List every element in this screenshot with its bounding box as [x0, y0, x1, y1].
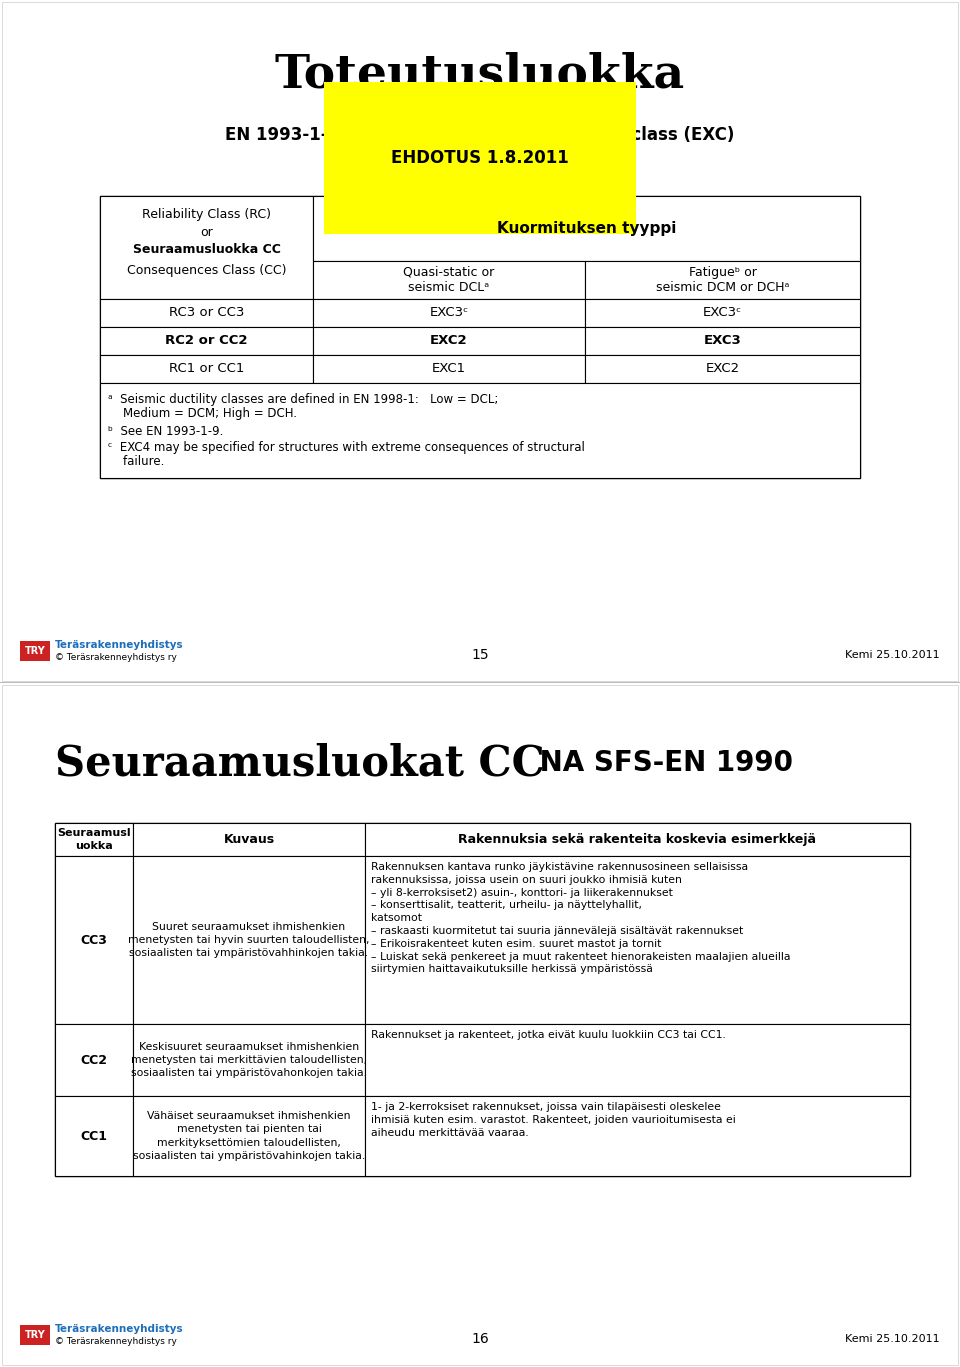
Text: Consequences Class (CC): Consequences Class (CC) [127, 264, 286, 276]
Text: Keskisuuret seuraamukset ihmishenkien
menetysten tai merkittävien taloudellisten: Keskisuuret seuraamukset ihmishenkien me… [131, 1042, 367, 1079]
Text: Rakennuksen kantava runko jäykistävine rakennusosineen sellaisissa
rakennuksissa: Rakennuksen kantava runko jäykistävine r… [371, 863, 790, 975]
Text: EXC3: EXC3 [704, 335, 741, 347]
Bar [365, 823, 910, 856]
Bar [133, 856, 365, 1024]
Text: Kuormituksen tyyppi: Kuormituksen tyyppi [497, 221, 676, 236]
Text: Quasi-static or: Quasi-static or [403, 267, 494, 279]
Text: Rakennuksia sekä rakenteita koskevia esimerkkejä: Rakennuksia sekä rakenteita koskevia esi… [459, 833, 817, 846]
Text: RC3 or CC3: RC3 or CC3 [169, 306, 244, 320]
Text: ᶜ  EXC4 may be specified for structures with extreme consequences of structural: ᶜ EXC4 may be specified for structures w… [108, 442, 585, 454]
Bar [365, 856, 910, 1024]
Bar [313, 355, 585, 383]
Text: RC2 or CC2: RC2 or CC2 [165, 335, 248, 347]
Text: EXC3ᶜ: EXC3ᶜ [703, 306, 742, 320]
Bar [585, 327, 860, 355]
Text: Kemi 25.10.2011: Kemi 25.10.2011 [846, 1334, 940, 1344]
Text: EXC3ᶜ: EXC3ᶜ [429, 306, 468, 320]
Bar [20, 1325, 50, 1345]
Bar [365, 1096, 910, 1176]
Text: NA SFS-EN 1990: NA SFS-EN 1990 [530, 749, 793, 776]
Text: Seuraamusluokat CC: Seuraamusluokat CC [55, 742, 544, 785]
Bar [100, 383, 860, 478]
Bar [313, 195, 860, 261]
Text: seismic DCM or DCHᵃ: seismic DCM or DCHᵃ [656, 282, 789, 294]
Bar [585, 299, 860, 327]
Text: CC3: CC3 [81, 934, 108, 946]
Bar [100, 355, 313, 383]
Bar [133, 1096, 365, 1176]
Text: ᵇ  See EN 1993-1-9.: ᵇ See EN 1993-1-9. [108, 425, 224, 437]
Bar [133, 1024, 365, 1096]
Text: EN 1993-1-1 Table X.1: Required execution class (EXC): EN 1993-1-1 Table X.1: Required executio… [226, 126, 734, 144]
Text: CC1: CC1 [81, 1129, 108, 1143]
Text: © Teräsrakenneyhdistys ry: © Teräsrakenneyhdistys ry [55, 1337, 177, 1345]
Bar [365, 1024, 910, 1096]
Bar [100, 195, 313, 299]
Bar [20, 641, 50, 662]
Text: TRY: TRY [25, 1330, 45, 1340]
Text: 1- ja 2-kerroksiset rakennukset, joissa vain tilapäisesti oleskelee
ihmisiä kute: 1- ja 2-kerroksiset rakennukset, joissa … [371, 1102, 735, 1137]
Bar [313, 299, 585, 327]
Text: EXC2: EXC2 [706, 362, 739, 376]
Text: failure.: failure. [108, 455, 164, 468]
Text: EHDOTUS 1.8.2011: EHDOTUS 1.8.2011 [391, 149, 569, 167]
Text: CC2: CC2 [81, 1054, 108, 1066]
Text: 16: 16 [471, 1331, 489, 1346]
Text: RC1 or CC1: RC1 or CC1 [169, 362, 244, 376]
Text: EXC2: EXC2 [430, 335, 468, 347]
Bar [55, 1096, 133, 1176]
Text: Rakennukset ja rakenteet, jotka eivät kuulu luokkiin CC3 tai CC1.: Rakennukset ja rakenteet, jotka eivät ku… [371, 1029, 726, 1040]
Text: Toteutusluokka: Toteutusluokka [275, 52, 685, 98]
Bar [100, 195, 860, 478]
Text: Suuret seuraamukset ihmishenkien
menetysten tai hyvin suurten taloudellisten,
so: Suuret seuraamukset ihmishenkien menetys… [129, 921, 370, 958]
Text: Seuraamusluokka CC: Seuraamusluokka CC [132, 243, 280, 256]
Text: Fatigueᵇ or: Fatigueᵇ or [688, 267, 756, 279]
Bar [100, 327, 313, 355]
Bar [55, 823, 133, 856]
Text: Seuraamusl
uokka: Seuraamusl uokka [58, 828, 131, 850]
Text: Reliability Class (RC): Reliability Class (RC) [142, 208, 271, 221]
Text: seismic DCLᵃ: seismic DCLᵃ [408, 282, 490, 294]
Text: ᵃ  Seismic ductility classes are defined in EN 1998-1:   Low = DCL;: ᵃ Seismic ductility classes are defined … [108, 392, 498, 406]
Text: TRY: TRY [25, 647, 45, 656]
Text: 15: 15 [471, 648, 489, 662]
Bar [55, 1024, 133, 1096]
Bar [133, 823, 365, 856]
Text: Kuvaus: Kuvaus [224, 833, 275, 846]
Text: Medium = DCM; High = DCH.: Medium = DCM; High = DCH. [108, 407, 297, 420]
Text: Kemi 25.10.2011: Kemi 25.10.2011 [846, 649, 940, 660]
Bar [100, 299, 313, 327]
Text: © Teräsrakenneyhdistys ry: © Teräsrakenneyhdistys ry [55, 652, 177, 662]
Bar [313, 327, 585, 355]
Bar [313, 261, 585, 299]
Bar [585, 355, 860, 383]
Bar [585, 261, 860, 299]
Text: Teräsrakenneyhdistys: Teräsrakenneyhdistys [55, 1325, 183, 1334]
Text: Teräsrakenneyhdistys: Teräsrakenneyhdistys [55, 640, 183, 649]
Text: or: or [200, 226, 213, 239]
Text: EXC1: EXC1 [432, 362, 466, 376]
Bar [55, 856, 133, 1024]
Text: Vähäiset seuraamukset ihmishenkien
menetysten tai pienten tai
merkityksettömien : Vähäiset seuraamukset ihmishenkien menet… [132, 1111, 365, 1161]
Bar [55, 823, 910, 1176]
